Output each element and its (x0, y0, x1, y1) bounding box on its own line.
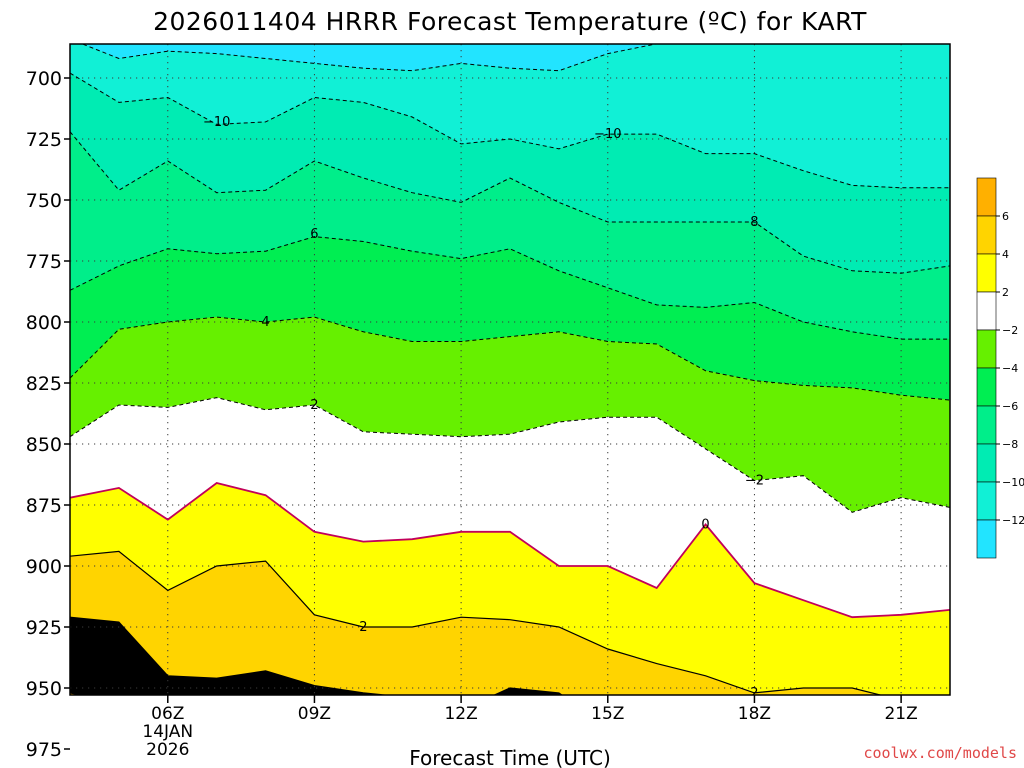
plot-area: −10 −10 8 6 4 2 −2 0 2 4 2 (69, 43, 951, 701)
contour-label: 4 (261, 671, 269, 686)
y-tick-label: 900 (26, 556, 62, 578)
isotherm-line (70, 131, 950, 274)
colorbar-tick-label: 6 (1002, 210, 1009, 223)
x-tick-label: 12Z (444, 704, 477, 724)
colorbar-swatch (976, 177, 997, 217)
plot-frame (69, 43, 951, 696)
isotherm-line (70, 397, 950, 513)
temperature-band (70, 617, 562, 695)
colorbar-swatch (976, 367, 997, 407)
colorbar-legend: 6 4 2 −2 −4 −6 −8 −10 −12 (976, 177, 1024, 559)
x-tick-year: 2026 (146, 740, 189, 760)
colorbar-tick-label: −2 (1002, 324, 1018, 337)
colorbar-tick-label: −8 (1002, 438, 1018, 451)
y-tick-label: 925 (26, 617, 62, 639)
x-tick-label: 09Z (298, 704, 331, 724)
colorbar-swatch (976, 215, 997, 255)
colorbar-swatch (976, 405, 997, 445)
contour-label: 4 (261, 315, 269, 330)
isotherm-line (70, 482, 950, 619)
contour-label: 2 (359, 620, 367, 635)
contour-label: 2 (310, 398, 318, 413)
colorbar-swatch (976, 519, 997, 559)
y-tick-label: 700 (26, 68, 62, 90)
y-tick-label: 750 (26, 190, 62, 212)
colorbar-tick-label: −10 (1002, 476, 1024, 489)
contour-label: 2 (750, 686, 758, 701)
isotherm-line (70, 72, 950, 189)
x-tick-label: 21Z (884, 704, 917, 724)
x-tick-label: 18Z (738, 704, 771, 724)
y-axis: 700 725 750 775 800 825 850 875 900 925 950 975 (26, 68, 70, 761)
contour-label: 6 (310, 227, 318, 242)
colorbar-swatch (976, 443, 997, 483)
y-tick-label: 800 (26, 312, 62, 334)
colorbar-swatch (976, 329, 997, 369)
y-tick-label: 825 (26, 373, 62, 395)
colorbar-swatch (976, 481, 997, 521)
y-tick-label: 850 (26, 434, 62, 456)
colorbar-tick-label: 4 (1002, 248, 1009, 261)
colorbar-swatch (976, 291, 997, 331)
contour-label: 0 (701, 518, 709, 533)
isotherm-line (70, 550, 883, 695)
colorbar-swatch (976, 253, 997, 293)
x-tick-date: 14JAN (142, 722, 193, 742)
y-tick-label: 875 (26, 495, 62, 517)
x-tick-label: 15Z (591, 704, 624, 724)
credit-text: coolwx.com/models (863, 744, 1017, 762)
contour-label: −10 (594, 127, 621, 142)
contour-label: 8 (750, 215, 758, 230)
colorbar-tick-label: 2 (1002, 286, 1009, 299)
isotherm-line (70, 316, 950, 401)
colorbar-tick-label: −4 (1002, 362, 1018, 375)
y-tick-label: 725 (26, 129, 62, 151)
chart-title: 2026011404 HRRR Forecast Temperature (ºC… (153, 7, 867, 36)
contour-label: −2 (745, 474, 764, 489)
isotherm-line (70, 236, 950, 340)
y-tick-label: 950 (26, 678, 62, 700)
contour-label: −10 (203, 115, 230, 130)
x-axis-label: Forecast Time (UTC) (409, 746, 611, 768)
y-tick-label: 775 (26, 251, 62, 273)
y-tick-label: 975 (26, 739, 62, 761)
x-tick-label: 06Z (151, 704, 184, 724)
colorbar-tick-label: −6 (1002, 400, 1018, 413)
isotherm-line (70, 616, 563, 695)
colorbar-tick-label: −12 (1002, 514, 1024, 527)
plot-layer: −10 −10 8 6 4 2 −2 0 2 4 2 (70, 44, 950, 701)
